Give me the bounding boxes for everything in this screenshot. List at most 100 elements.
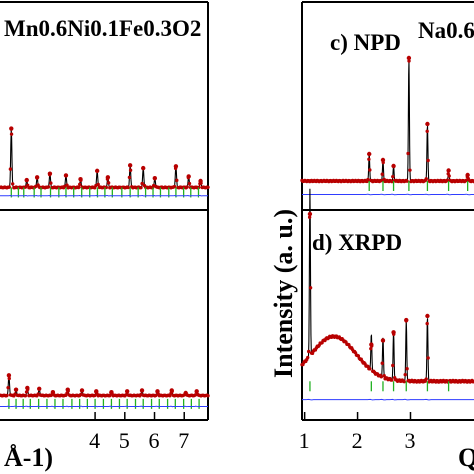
right-top-title: Na0.6 [418, 18, 474, 43]
panel-1-peak-point [25, 385, 30, 391]
panel-0-peak-point [152, 176, 158, 181]
panel-3-peak-point [391, 330, 396, 335]
top-left-panel: Mn0.6Ni0.1Fe0.3O2 [0, 1, 210, 211]
panel-0-observed-point [140, 181, 144, 186]
panel-2-observed-point [379, 178, 384, 183]
panel-3-peak-point [425, 313, 430, 319]
panel-1-observed-point [23, 394, 28, 398]
right-ylabel: Intensity (a. u.) [269, 209, 298, 378]
panel-1-observed-point [108, 393, 112, 398]
panel-2-observed-point [368, 168, 372, 172]
panel-0-peak-point [127, 163, 133, 168]
panel-3-observed-point [368, 367, 372, 371]
panel-3-observed-point [380, 361, 384, 365]
panel-2-observed-point [405, 179, 409, 183]
panel-2-observed-point [447, 174, 451, 178]
panel-0-observed-point [9, 132, 14, 136]
right-panels: Na0.6 c) NPD d) XRPD Intensity (a. u.) Q… [269, 1, 474, 472]
panel-3-observed-point [403, 372, 407, 377]
panel-0-peak-point [105, 175, 111, 180]
panel-2-observed-point [426, 158, 430, 163]
panel-3-observed-point [307, 215, 312, 219]
panel-0-peak-point [47, 171, 53, 176]
panel-3-observed-point [390, 378, 394, 382]
panel-2-observed-point [367, 157, 371, 161]
panel-3-peak-point [369, 342, 374, 347]
panel-1-xtick-label: 5 [119, 428, 130, 453]
panel-0-peak-point [24, 177, 29, 183]
panel-0-peak-point [78, 176, 83, 182]
panel-3-peak-point [307, 211, 313, 217]
panel-0-observed-point [96, 182, 100, 187]
panel-1-peak-point [65, 387, 70, 392]
panel-1-peak-point [194, 389, 199, 394]
panel-3-calc-line [301, 188, 474, 382]
panel-3-observed-point [424, 377, 428, 381]
panel-3-xtick-label: 1 [299, 428, 310, 453]
bottom-left-xlabel: Å-1) [4, 443, 53, 472]
panel-2-peak-point [406, 55, 412, 61]
panel-1-xtick-label: 7 [178, 428, 189, 453]
panel-2-peak-point [391, 163, 396, 169]
panel-1-peak-point [183, 390, 188, 396]
panel-1-peak-point [169, 388, 174, 393]
top-left-title: Mn0.6Ni0.1Fe0.3O2 [4, 16, 201, 41]
panel-2-peak-point [425, 121, 430, 127]
panel-0-observed-point [11, 182, 15, 186]
panel-2-observed-point [424, 177, 428, 181]
panel-1-peak-point [155, 389, 160, 394]
panel-2-observed-point [380, 172, 384, 176]
panel-0-observed-point [65, 183, 69, 187]
panel-0-peak-point [141, 165, 146, 171]
panel-1-peak-point [13, 387, 19, 392]
panel-1-peak-point [94, 389, 99, 394]
panel-0-observed-point [126, 185, 130, 190]
panel-0-observed-point [23, 185, 28, 189]
panel-0-calc-line [0, 128, 208, 188]
panel-3-xtick-label: 2 [352, 428, 363, 453]
panel-1-peak-point [50, 389, 56, 395]
panel-3-peak-point [404, 317, 409, 323]
panel-1-observed-point [206, 394, 210, 398]
panel-0-peak-point [198, 178, 203, 184]
panel-3-observed-point [369, 346, 373, 351]
panel-0-observed-point [106, 181, 111, 185]
panel-1-observed-point [7, 376, 11, 381]
panel-3-observed-point [405, 367, 409, 371]
panel-3-observed-point [425, 321, 429, 326]
panel-0-peak-point [63, 173, 69, 178]
panel-1-observed-point [24, 390, 29, 394]
panel-1-peak-point [79, 388, 85, 393]
panel-0-peak-point [9, 126, 14, 131]
panel-0-observed-point [49, 181, 53, 185]
top-left-plot [0, 126, 210, 198]
panel-2-calc-line [302, 59, 474, 182]
panel-1-peak-point [109, 389, 114, 395]
panel-0-observed-point [185, 185, 189, 189]
panel-3-observed-point [306, 355, 310, 360]
panel-2-peak-point [367, 151, 372, 157]
panel-0-observed-point [139, 185, 143, 190]
bottom-right-plot: 1 2 3 [299, 188, 474, 453]
panel-2-observed-point [407, 59, 411, 63]
panel-c-label: c) NPD [330, 30, 401, 55]
panel-0-observed-point [187, 181, 192, 186]
panel-0-observed-point [8, 167, 13, 171]
panel-0-observed-point [7, 185, 11, 189]
panel-3-peak-point [380, 338, 386, 343]
panel-2-peak-point [465, 172, 470, 178]
panel-2-observed-point [391, 174, 395, 179]
top-right-plot [300, 55, 474, 196]
panel-2-peak-point [446, 168, 451, 173]
right-xlabel: Q [458, 443, 474, 472]
panel-0-observed-point [175, 178, 179, 183]
panel-0-peak-point [186, 174, 191, 179]
panel-0-observed-point [78, 182, 82, 187]
panel-1-peak-point [139, 388, 145, 393]
panel-3-observed-point [391, 363, 395, 368]
panel-1-peak-point [124, 389, 130, 394]
panel-2-peak-point [380, 157, 386, 163]
panel-3-observed-point [379, 375, 384, 379]
panel-1-observed-point [5, 393, 9, 398]
